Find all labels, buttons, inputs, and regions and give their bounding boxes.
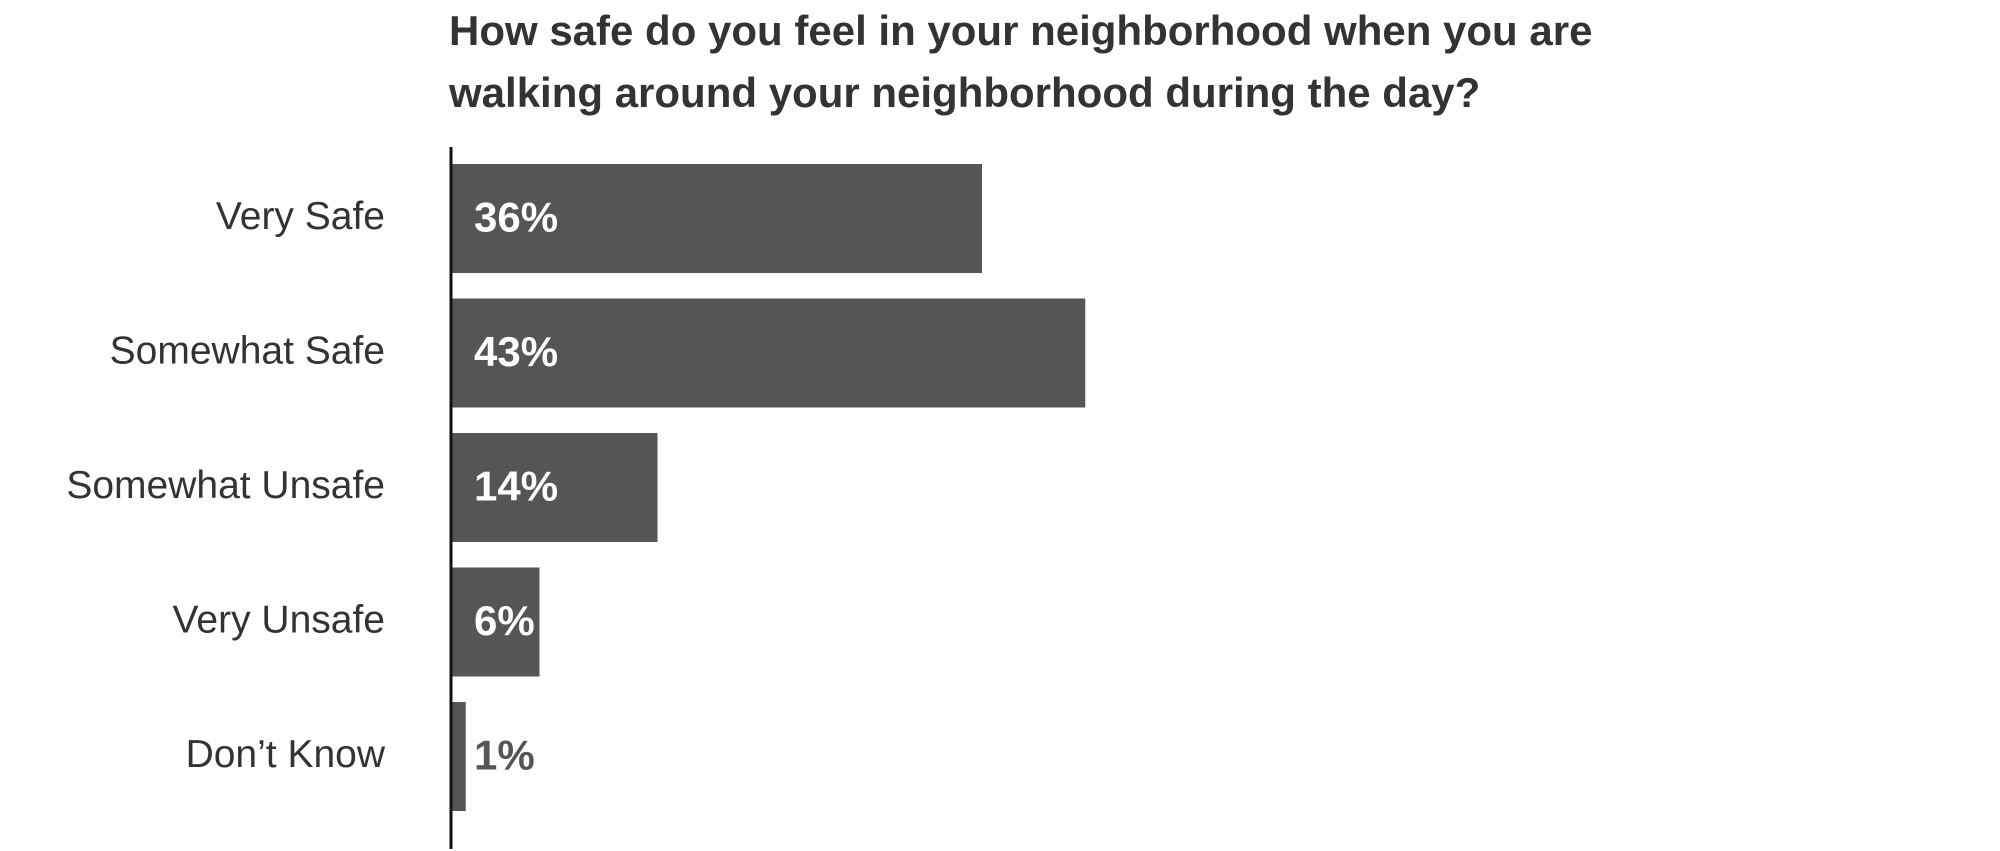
y-tick-label: Somewhat Safe: [110, 329, 385, 372]
value-label: 14%: [474, 463, 558, 510]
y-tick-label: Don’t Know: [186, 733, 386, 776]
value-label: 43%: [474, 328, 558, 375]
bar: [451, 298, 1086, 408]
bar: [451, 433, 658, 542]
y-tick-label: Very Safe: [216, 195, 385, 238]
value-label: 36%: [474, 194, 558, 241]
bar: [451, 567, 540, 677]
bar: [451, 164, 982, 273]
y-tick-label: Very Unsafe: [173, 598, 385, 641]
value-label: 6%: [474, 597, 535, 644]
y-tick-label: Somewhat Unsafe: [66, 464, 385, 507]
bar: [451, 702, 466, 811]
chart-title: How safe do you feel in your neighborhoo…: [449, 7, 1593, 116]
value-label: 1%: [474, 732, 535, 779]
